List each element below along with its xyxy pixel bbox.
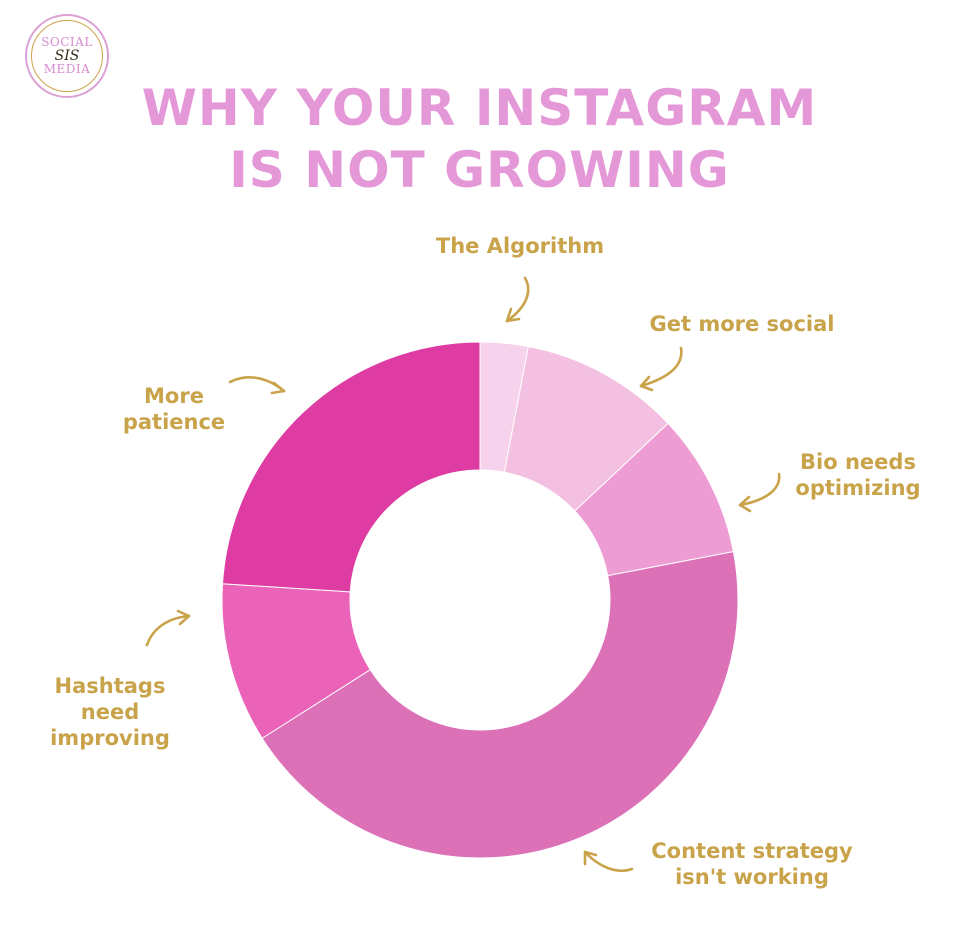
slice-6 — [221, 341, 481, 593]
title-line-2: IS NOT GROWING — [229, 141, 730, 199]
slice-label-line: Hashtags — [54, 674, 166, 698]
slice-label-line: Bio needs — [800, 450, 916, 474]
arrow-icon — [145, 609, 191, 647]
slice-label-line: improving — [50, 726, 170, 750]
slice-4 — [261, 551, 739, 859]
slice-label-line: The Algorithm — [435, 234, 605, 258]
slice-label-2: Get more social — [622, 311, 862, 337]
slice-label-line: patience — [122, 410, 226, 434]
slice-label-line: More — [144, 384, 204, 408]
arrow-icon — [505, 276, 530, 323]
slice-label-6: More patience — [94, 383, 254, 435]
slice-label-4: Content strategy isn't working — [622, 838, 882, 890]
slice-label-1: The Algorithm — [400, 233, 640, 259]
arrow-icon — [583, 850, 634, 873]
slice-label-line: Get more social — [649, 312, 835, 336]
brand-logo: SOCIAL SIS MEDIA — [25, 14, 109, 98]
arrow-icon — [228, 376, 286, 395]
slice-label-line: need — [80, 700, 140, 724]
slice-label-line: Content strategy — [651, 839, 853, 863]
title-line-1: WHY YOUR INSTAGRAM — [141, 79, 818, 137]
slice-label-5: Hashtags need improving — [30, 673, 190, 751]
slice-label-3: Bio needs optimizing — [768, 449, 948, 501]
arrow-icon — [738, 472, 781, 513]
slice-label-line: isn't working — [675, 865, 829, 889]
slice-label-line: optimizing — [795, 476, 921, 500]
arrow-icon — [639, 346, 683, 392]
